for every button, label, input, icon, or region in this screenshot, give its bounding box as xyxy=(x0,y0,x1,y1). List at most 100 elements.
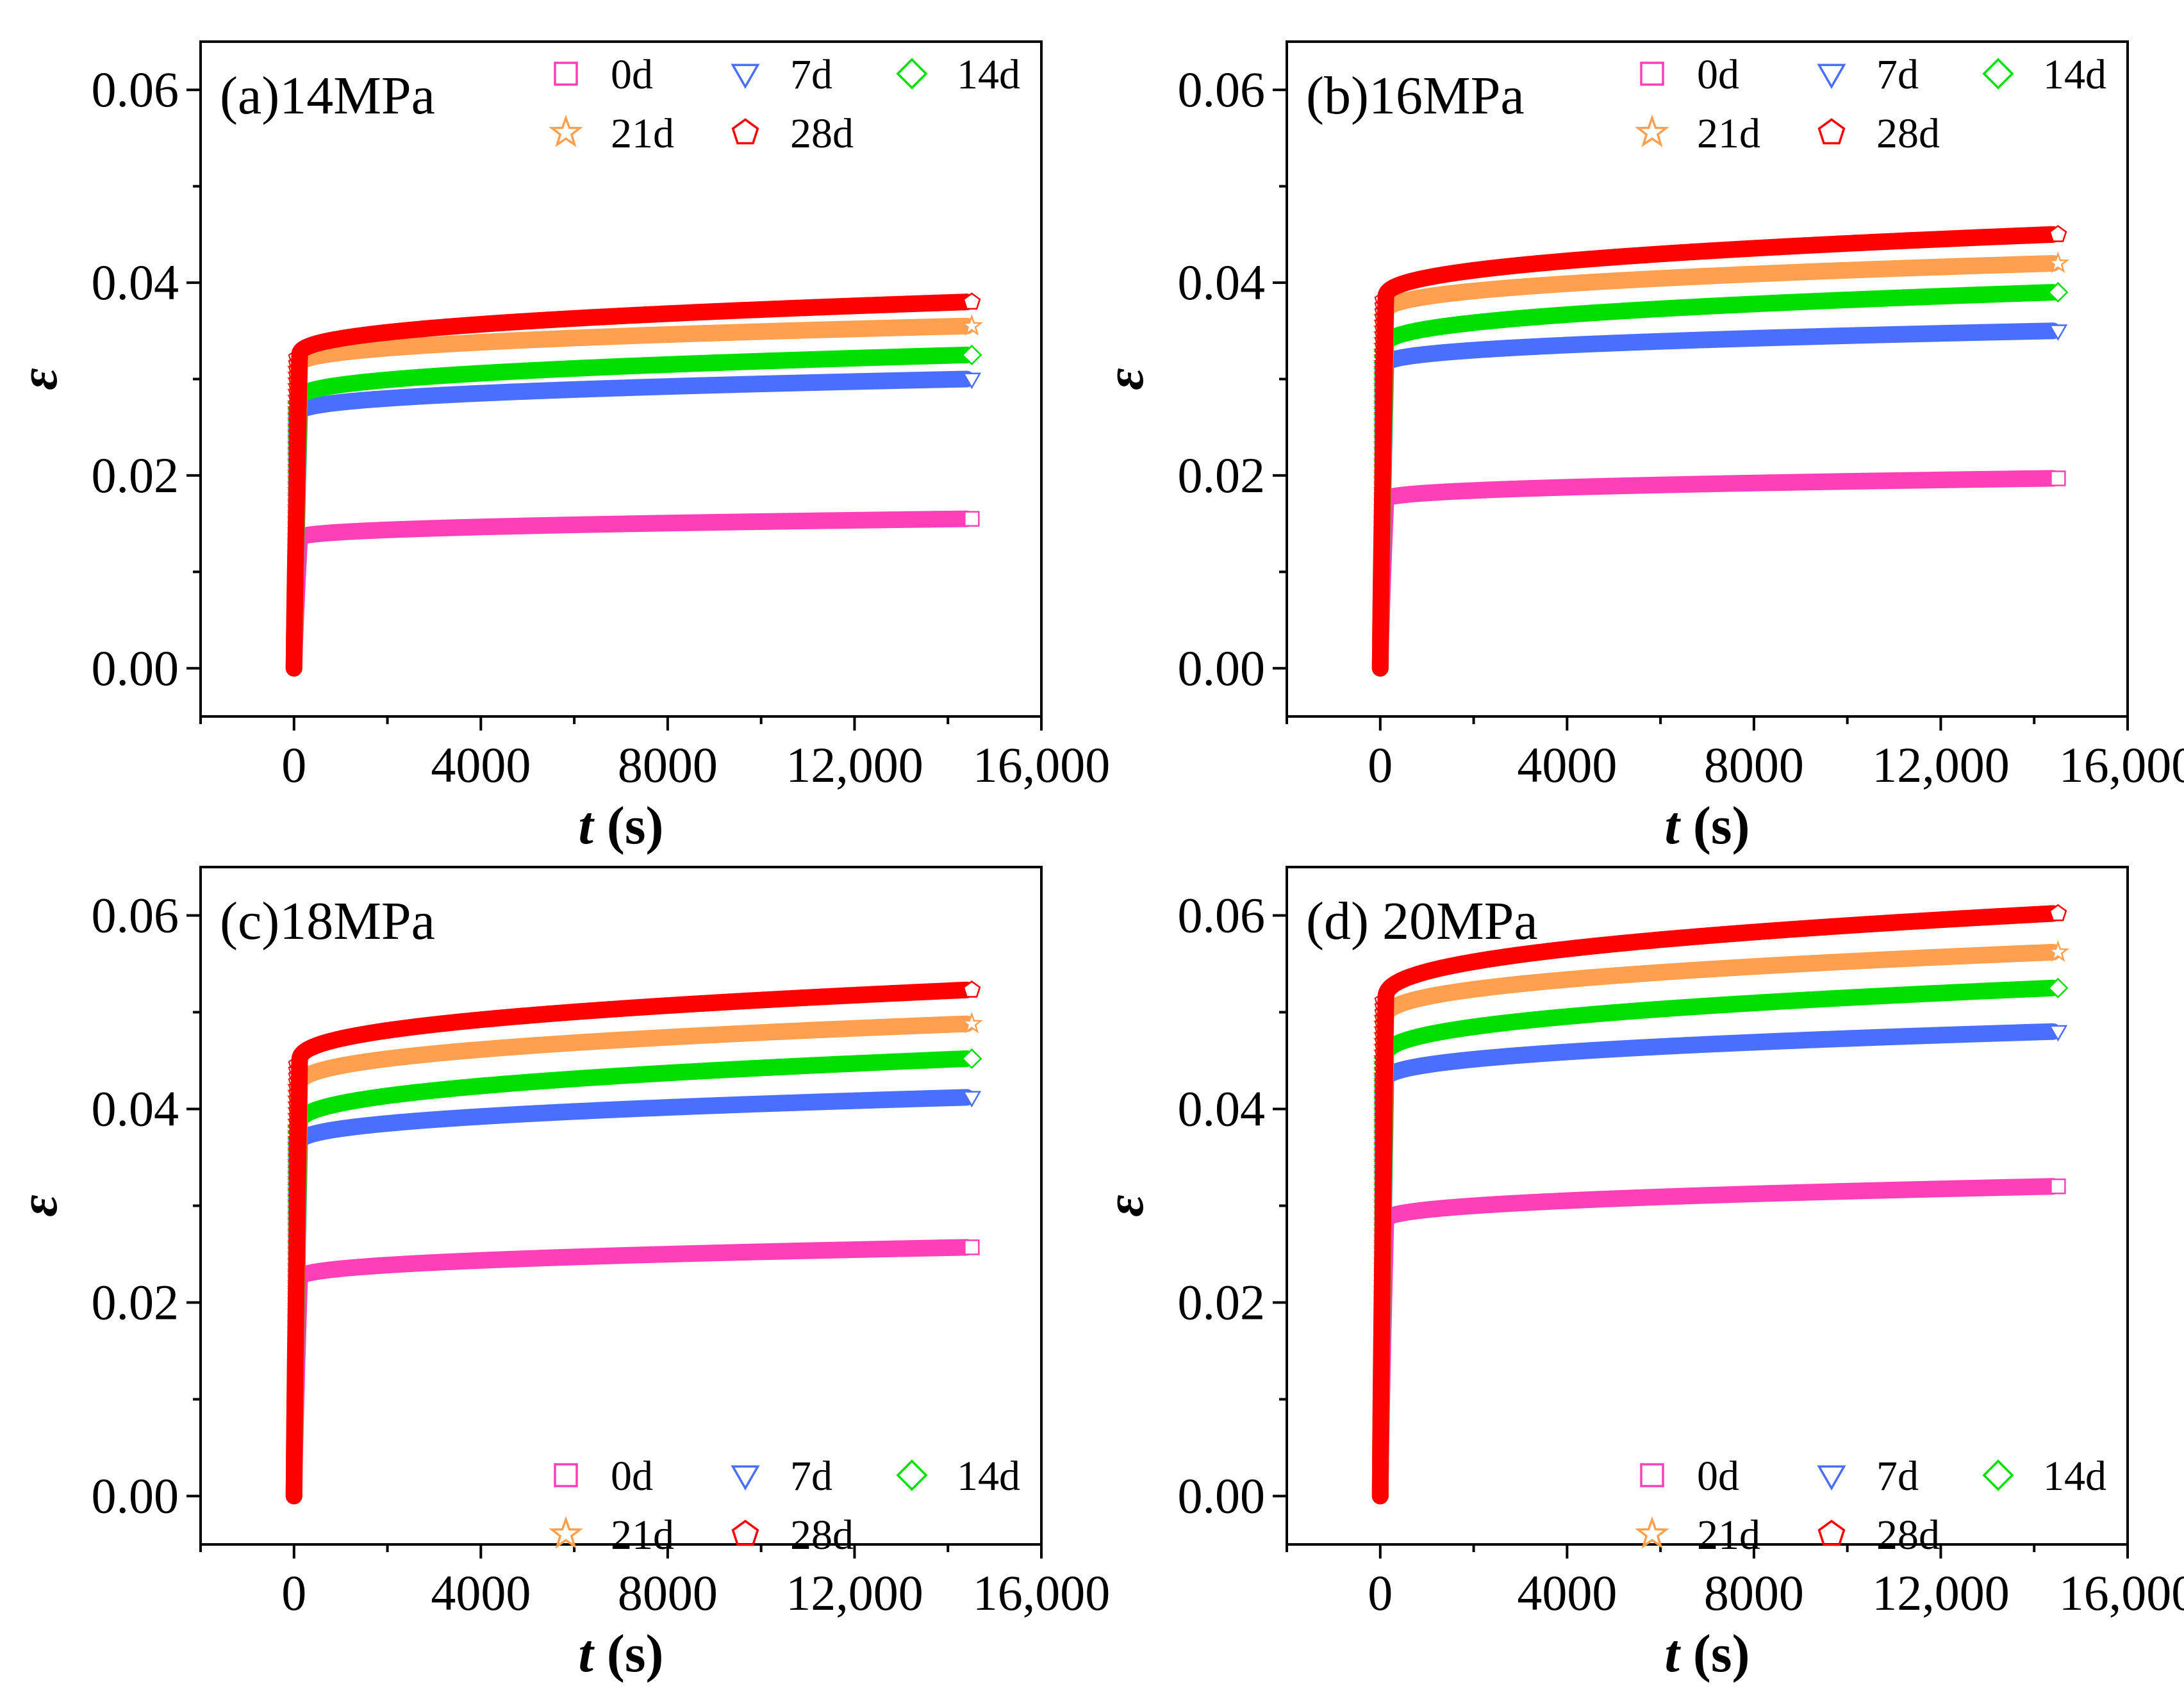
data-point xyxy=(1374,604,1386,616)
data-point xyxy=(1374,414,1386,426)
series-line-7d xyxy=(1371,322,2062,677)
data-point xyxy=(1374,1472,1386,1484)
data-point xyxy=(1374,1293,1386,1305)
data-point xyxy=(1374,575,1386,587)
data-point xyxy=(288,1143,300,1155)
data-point xyxy=(1374,1489,1386,1501)
data-point xyxy=(288,414,300,426)
series-7d xyxy=(285,1089,982,1505)
x-tick-label: 12,000 xyxy=(1872,737,2010,793)
legend-marker-14d xyxy=(1982,58,2014,90)
x-axis-title-var: t xyxy=(1665,1624,1682,1683)
x-tick-label: 4000 xyxy=(431,1565,531,1621)
data-point xyxy=(288,402,300,414)
data-point xyxy=(1374,1397,1386,1409)
x-axis-title: t (s) xyxy=(1665,796,1750,856)
legend-marker-7d xyxy=(1817,1465,1846,1491)
data-point xyxy=(288,460,300,472)
data-point xyxy=(288,593,300,604)
legend-label-7d: 7d xyxy=(1876,1453,1919,1500)
data-point xyxy=(1374,431,1386,443)
series-line-7d xyxy=(285,370,975,677)
series-end-marker-14d xyxy=(961,344,982,365)
data-point xyxy=(1374,1374,1386,1386)
data-point xyxy=(288,397,300,408)
data-point xyxy=(288,1357,300,1369)
plot-frame xyxy=(199,866,1043,1546)
data-point xyxy=(288,408,300,420)
series-line-7d xyxy=(285,1089,975,1505)
x-tick-label: 16,000 xyxy=(2059,1565,2184,1621)
data-point xyxy=(1374,1322,1386,1334)
data-point xyxy=(288,575,300,587)
data-point xyxy=(1374,1276,1386,1288)
series-line-14d xyxy=(285,1050,975,1505)
data-point xyxy=(1374,495,1386,506)
data-point xyxy=(288,518,300,529)
data-point xyxy=(1374,1391,1386,1403)
data-area xyxy=(285,980,984,1505)
data-area xyxy=(285,292,984,677)
data-point xyxy=(1374,1259,1386,1271)
y-tick-label: 0.04 xyxy=(1178,1081,1266,1137)
data-point xyxy=(1374,1074,1386,1086)
data-point xyxy=(288,1259,300,1271)
data-point xyxy=(288,1172,300,1184)
legend-marker-0d xyxy=(554,1463,578,1487)
data-point xyxy=(288,1120,300,1132)
data-point xyxy=(1374,1484,1386,1496)
data-point xyxy=(288,599,300,610)
data-point xyxy=(288,1166,300,1179)
data-point xyxy=(288,564,300,575)
series-line-21d xyxy=(285,317,975,677)
data-point xyxy=(288,1414,300,1427)
legend-marker-7d xyxy=(731,63,760,89)
x-tick-label: 8000 xyxy=(618,737,718,793)
data-point xyxy=(288,1391,300,1403)
data-point xyxy=(1374,1207,1386,1219)
data-point xyxy=(288,1276,300,1288)
data-point xyxy=(288,1362,300,1375)
data-point xyxy=(1374,1437,1386,1450)
x-axis-title: t (s) xyxy=(579,1624,664,1683)
series-end-marker-28d xyxy=(2049,904,2067,922)
data-point xyxy=(288,1224,300,1236)
series-0d xyxy=(1371,470,2066,677)
data-point xyxy=(288,472,300,483)
data-point xyxy=(288,552,300,564)
legend-label-14d: 14d xyxy=(957,1453,1020,1500)
data-point xyxy=(288,587,300,599)
data-point xyxy=(288,362,300,374)
data-point xyxy=(288,379,300,391)
data-point xyxy=(1374,299,1386,310)
data-point xyxy=(288,1212,300,1225)
data-point xyxy=(1374,1028,1386,1040)
series-end-marker-28d xyxy=(963,292,981,310)
data-point xyxy=(288,1484,300,1496)
data-point xyxy=(288,495,300,506)
data-point xyxy=(288,1460,300,1473)
data-point xyxy=(288,1247,300,1259)
data-point xyxy=(1374,500,1386,512)
data-point xyxy=(288,385,300,397)
data-point xyxy=(1374,1334,1386,1346)
x-tick-label: 12,000 xyxy=(1872,1565,2010,1621)
data-point xyxy=(1374,1057,1386,1069)
data-point xyxy=(288,1466,300,1478)
data-point xyxy=(1374,1172,1386,1184)
legend-marker-14d xyxy=(896,1459,928,1491)
series-line-21d xyxy=(1371,254,2062,677)
data-point xyxy=(288,1351,300,1363)
data-point xyxy=(288,437,300,449)
series-line-0d xyxy=(1371,1178,2062,1505)
data-point xyxy=(1374,1316,1386,1328)
data-point xyxy=(288,1103,300,1115)
data-point xyxy=(1374,639,1386,650)
data-point xyxy=(1374,1478,1386,1490)
y-tick-label: 0.02 xyxy=(1178,447,1266,503)
data-point xyxy=(1374,1080,1386,1092)
data-point xyxy=(1374,483,1386,495)
data-point xyxy=(288,645,300,656)
series-line-28d xyxy=(285,294,975,677)
data-point xyxy=(1374,1443,1386,1455)
